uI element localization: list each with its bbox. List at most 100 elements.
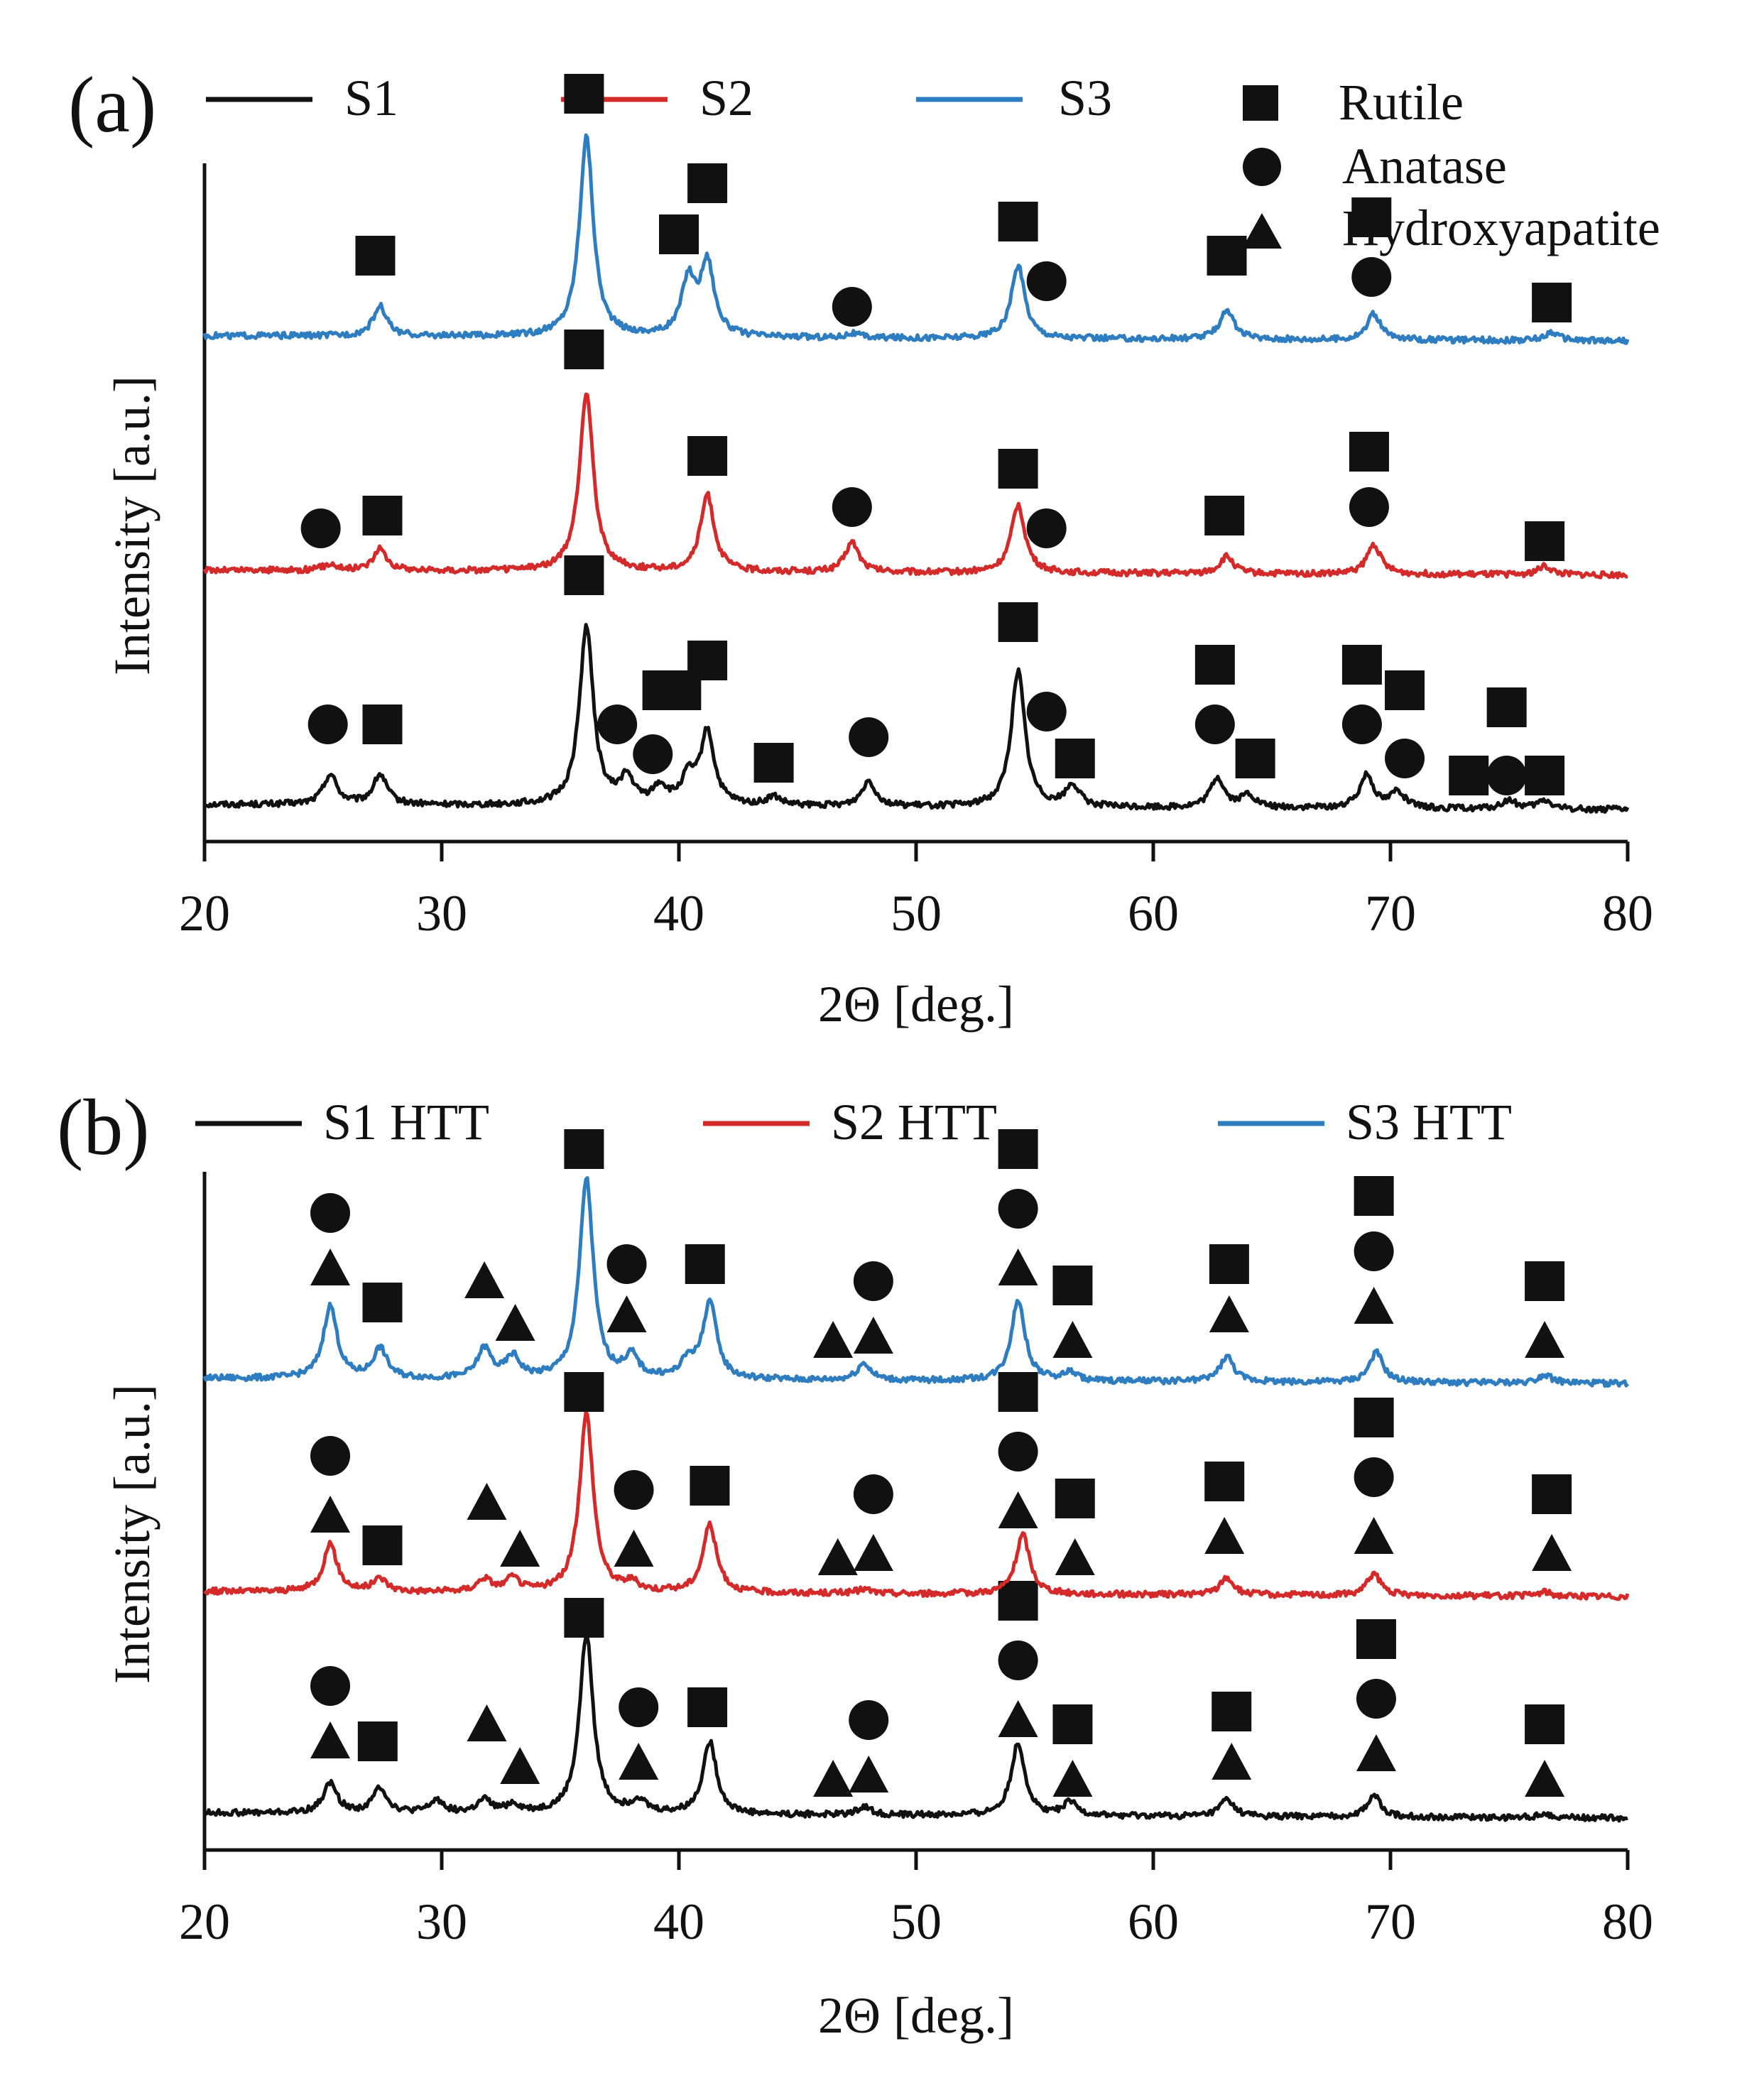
anatase-circle-marker: [310, 1666, 351, 1706]
anatase-circle-marker: [1341, 704, 1382, 744]
plot-area: [202, 1129, 1630, 1823]
rutile-square-marker: [1194, 645, 1235, 685]
x-tick-labels: 20 30 40 50 60 70 80: [179, 885, 1653, 942]
rutile-square-marker: [1356, 1619, 1396, 1659]
rutile-square-marker: [1354, 1398, 1394, 1437]
hydroxyapatite-triangle-marker: [1354, 1517, 1394, 1554]
legend-rutile-label: Rutile: [1339, 74, 1464, 131]
x-tick-label: 50: [891, 885, 942, 942]
legend-label-s1: S1: [344, 70, 398, 126]
y-axis-label: Intensity [a.u.]: [104, 1384, 160, 1684]
anatase-circle-marker: [597, 704, 638, 744]
y-axis-label: Intensity [a.u.]: [104, 376, 160, 675]
x-tick-label: 70: [1365, 885, 1416, 942]
x-tick-label: 20: [179, 885, 230, 942]
series-line-s2-htt: [203, 1410, 1630, 1601]
rutile-square-marker: [564, 1129, 604, 1169]
hydroxyapatite-triangle-marker: [614, 1530, 654, 1567]
rutile-square-marker: [687, 163, 728, 203]
anatase-circle-marker: [310, 1193, 351, 1233]
rutile-square-marker: [357, 1721, 398, 1761]
legend-anatase-label: Anatase: [1342, 138, 1507, 195]
hydroxyapatite-triangle-marker: [500, 1747, 540, 1784]
legend-label-s1-htt: S1 HTT: [323, 1094, 489, 1150]
x-tick-label: 60: [1128, 1893, 1179, 1950]
x-axis-label: 2Θ [deg.]: [818, 1987, 1014, 2044]
rutile-square-marker: [564, 1372, 604, 1412]
anatase-circle-marker: [998, 1432, 1038, 1471]
hydroxyapatite-triangle-marker: [998, 1700, 1038, 1737]
rutile-square-marker: [1486, 687, 1527, 727]
legend-label-s2: S2: [699, 70, 753, 126]
hydroxyapatite-triangle-marker: [853, 1534, 893, 1571]
rutile-square-marker: [1204, 1462, 1245, 1501]
rutile-square-marker: [659, 214, 699, 254]
rutile-square-marker: [998, 602, 1038, 642]
rutile-square-marker: [1204, 496, 1245, 535]
legend-label-s3-htt: S3 HTT: [1346, 1094, 1512, 1150]
anatase-circle-marker: [1354, 1231, 1394, 1271]
anatase-circle-marker: [832, 487, 872, 527]
rutile-square-marker: [687, 1687, 728, 1727]
x-tick-labels: 20 30 40 50 60 70 80: [179, 1893, 1653, 1950]
x-ticks: [202, 842, 1630, 861]
rutile-square-marker: [753, 743, 794, 783]
rutile-square-marker: [1055, 739, 1095, 778]
rutile-square-marker: [362, 1525, 403, 1565]
rutile-square-marker: [687, 641, 728, 680]
rutile-square-marker: [564, 74, 604, 114]
x-tick-label: 80: [1602, 885, 1653, 942]
rutile-square-marker: [362, 704, 403, 744]
legend-label-s3: S3: [1058, 70, 1112, 126]
anatase-circle-marker: [1026, 508, 1067, 548]
rutile-square-marker: [998, 449, 1038, 489]
anatase-circle-marker: [998, 1641, 1038, 1680]
rutile-square-marker: [1449, 756, 1489, 795]
hydroxyapatite-triangle-marker: [998, 1248, 1038, 1285]
hydroxyapatite-triangle-marker: [817, 1538, 858, 1575]
hydroxyapatite-triangle-marker: [1204, 1517, 1245, 1554]
rutile-square-marker: [1525, 756, 1565, 795]
series-line-s2: [202, 392, 1628, 580]
legend-anatase-circle-icon: [1243, 148, 1281, 186]
rutile-square-marker: [1385, 670, 1425, 710]
x-tick-label: 80: [1602, 1893, 1653, 1950]
hydroxyapatite-triangle-marker: [1532, 1534, 1572, 1571]
panel-a-label: (a): [68, 61, 156, 149]
rutile-square-marker: [1532, 283, 1572, 322]
rutile-square-marker: [998, 1372, 1038, 1412]
anatase-circle-marker: [619, 1687, 659, 1727]
rutile-square-marker: [362, 1283, 403, 1322]
hydroxyapatite-triangle-marker: [1525, 1321, 1565, 1358]
hydroxyapatite-triangle-marker: [813, 1760, 854, 1797]
legend-hydroxyapatite-label: Hydroxyapatite: [1342, 200, 1660, 256]
legend-label-s2-htt: S2 HTT: [831, 1094, 997, 1150]
rutile-square-marker: [998, 1581, 1038, 1621]
hydroxyapatite-triangle-marker: [1052, 1760, 1093, 1797]
hydroxyapatite-triangle-marker: [606, 1295, 647, 1332]
rutile-square-marker: [1212, 1692, 1252, 1731]
anatase-circle-marker: [1351, 257, 1392, 297]
series-line-s3: [202, 133, 1630, 345]
hydroxyapatite-triangle-marker: [467, 1704, 507, 1741]
rutile-square-marker: [355, 236, 396, 276]
hydroxyapatite-triangle-marker: [467, 1483, 507, 1520]
anatase-circle-marker: [1026, 692, 1067, 731]
anatase-circle-marker: [849, 1700, 889, 1740]
x-tick-label: 30: [416, 885, 467, 942]
rutile-square-marker: [564, 1598, 604, 1638]
panel-b-label: (b): [57, 1084, 150, 1172]
rutile-square-marker: [1525, 1261, 1565, 1301]
hydroxyapatite-triangle-marker: [500, 1530, 540, 1567]
hydroxyapatite-triangle-marker: [310, 1496, 351, 1533]
rutile-square-marker: [564, 555, 604, 595]
series-line-s3-htt: [202, 1176, 1629, 1388]
hydroxyapatite-triangle-marker: [1209, 1295, 1249, 1332]
rutile-square-marker: [1525, 1704, 1565, 1744]
anatase-circle-marker: [832, 287, 872, 327]
rutile-square-marker: [1052, 1266, 1093, 1305]
hydroxyapatite-triangle-marker: [1356, 1734, 1396, 1771]
anatase-circle-marker: [998, 1189, 1038, 1229]
anatase-circle-marker: [853, 1261, 893, 1301]
